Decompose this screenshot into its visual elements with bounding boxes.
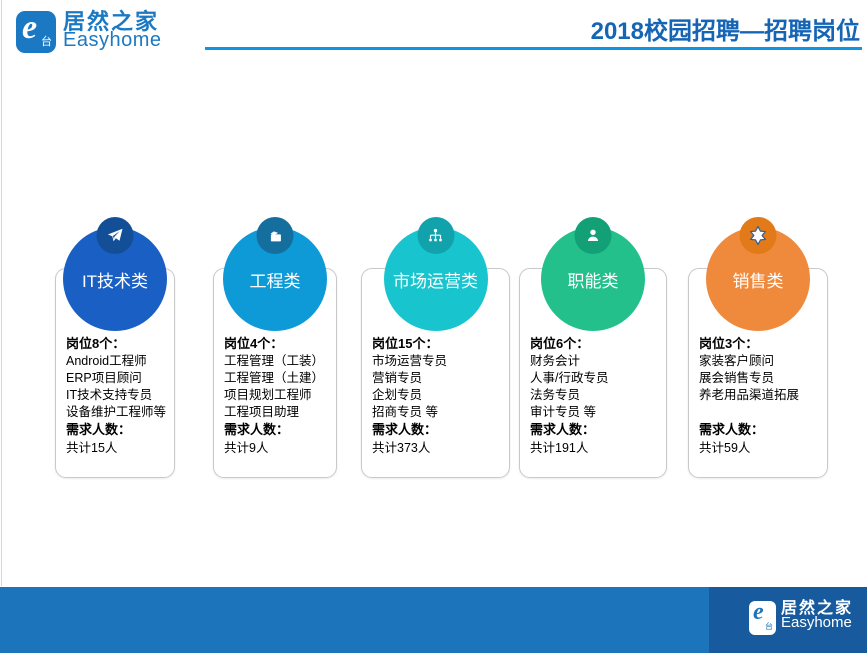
positions-count: 岗位4个： [224,336,284,351]
position-item: 人事/行政专员 [530,371,609,385]
category-column-engineering: 岗位4个： 工程管理（工装） 工程管理（土建） 项目规划工程师 工程项目助理 需… [213,210,337,480]
slide-footer: e 台 居然之家 Easyhome [0,587,867,653]
position-item: 工程管理（土建） [224,371,325,385]
footer-logo-block: e 台 居然之家 Easyhome [709,587,867,653]
category-badge [417,217,454,254]
category-column-marketing: 岗位15个： 市场运营专员 营销专员 企划专员 招商专员 等 需求人数： 共计3… [361,210,510,480]
demand-value: 共计373人 [372,441,431,455]
briefcase-icon [270,230,281,241]
easyhome-footer-logo: e 台 居然之家 Easyhome [748,599,853,635]
position-item: ERP项目顾问 [66,371,142,385]
demand-value: 共计15人 [66,441,118,455]
position-item: 招商专员 等 [372,405,438,419]
position-item: 养老用品渠道拓展 [699,388,800,402]
brand-name-en: Easyhome [63,29,162,51]
slide-left-edge [1,0,2,586]
demand-value: 共计59人 [699,441,751,455]
star-badge-icon [749,225,767,246]
position-item: 工程管理（工装） [224,354,325,368]
positions-count: 岗位3个： [699,336,759,351]
footer-brand-en: Easyhome [780,614,852,631]
position-item: 展会销售专员 [699,371,775,385]
position-item: Android工程师 [66,354,147,368]
position-item-blank [699,404,821,421]
paper-plane-icon [107,228,123,242]
footer-brand-cn: 居然之家 [780,600,853,617]
category-column-functional: 岗位6个： 财务会计 人事/行政专员 法务专员 审计专员 等 需求人数： 共计1… [519,210,667,480]
easyhome-footer-logo-icon: e 台 [748,599,776,635]
position-item: 法务专员 [530,388,581,402]
position-item: 企划专员 [372,388,423,402]
position-item: 财务会计 [530,354,581,368]
position-item: 审计专员 等 [530,405,596,419]
category-label: IT技术类 [81,271,149,291]
demand-header: 需求人数： [224,422,290,437]
category-column-sales: 岗位3个： 家装客户顾问 展会销售专员 养老用品渠道拓展 需求人数： 共计59人… [688,210,828,480]
position-item: 设备维护工程师等 [66,405,167,419]
positions-count: 岗位8个： [66,336,126,351]
demand-header: 需求人数： [530,422,596,437]
positions-count: 岗位15个： [372,336,439,351]
category-circle: 市场运营类 [383,227,488,331]
category-badge [256,217,294,254]
positions-count: 岗位6个： [530,336,590,351]
category-badge [574,217,612,254]
easyhome-logo: e 台 居然之家 Easyhome [16,9,162,53]
category-badge [96,217,134,254]
category-columns: 岗位8个： Android工程师 ERP项目顾问 IT技术支持专员 设备维护工程… [0,210,867,490]
position-item: 营销专员 [372,371,423,385]
demand-header: 需求人数： [699,422,765,437]
category-label: 销售类 [732,271,784,291]
category-badge [739,217,777,254]
page-title: 2018校园招聘—招聘岗位 [590,18,860,45]
category-label: 职能类 [567,271,619,291]
brand-name-cn: 居然之家 [63,9,160,34]
position-item: 家装客户顾问 [699,354,775,368]
demand-header: 需求人数： [66,422,132,437]
demand-value: 共计9人 [224,441,269,455]
easyhome-logo-icon: e 台 [16,9,56,53]
category-label: 市场运营类 [393,271,478,291]
category-column-it: 岗位8个： Android工程师 ERP项目顾问 IT技术支持专员 设备维护工程… [55,210,175,480]
org-chart-icon [429,228,442,241]
demand-value: 共计191人 [530,441,589,455]
category-circle: IT技术类 [63,227,167,331]
demand-header: 需求人数： [372,422,438,437]
position-item: 工程项目助理 [224,405,300,419]
position-item: 市场运营专员 [372,354,448,368]
position-item: 项目规划工程师 [224,388,312,402]
slide-header: e 台 居然之家 Easyhome 2018校园招聘—招聘岗位 [0,0,867,70]
category-label: 工程类 [249,271,301,291]
position-item: IT技术支持专员 [66,388,153,402]
person-icon [587,229,599,242]
title-underline [205,47,862,50]
